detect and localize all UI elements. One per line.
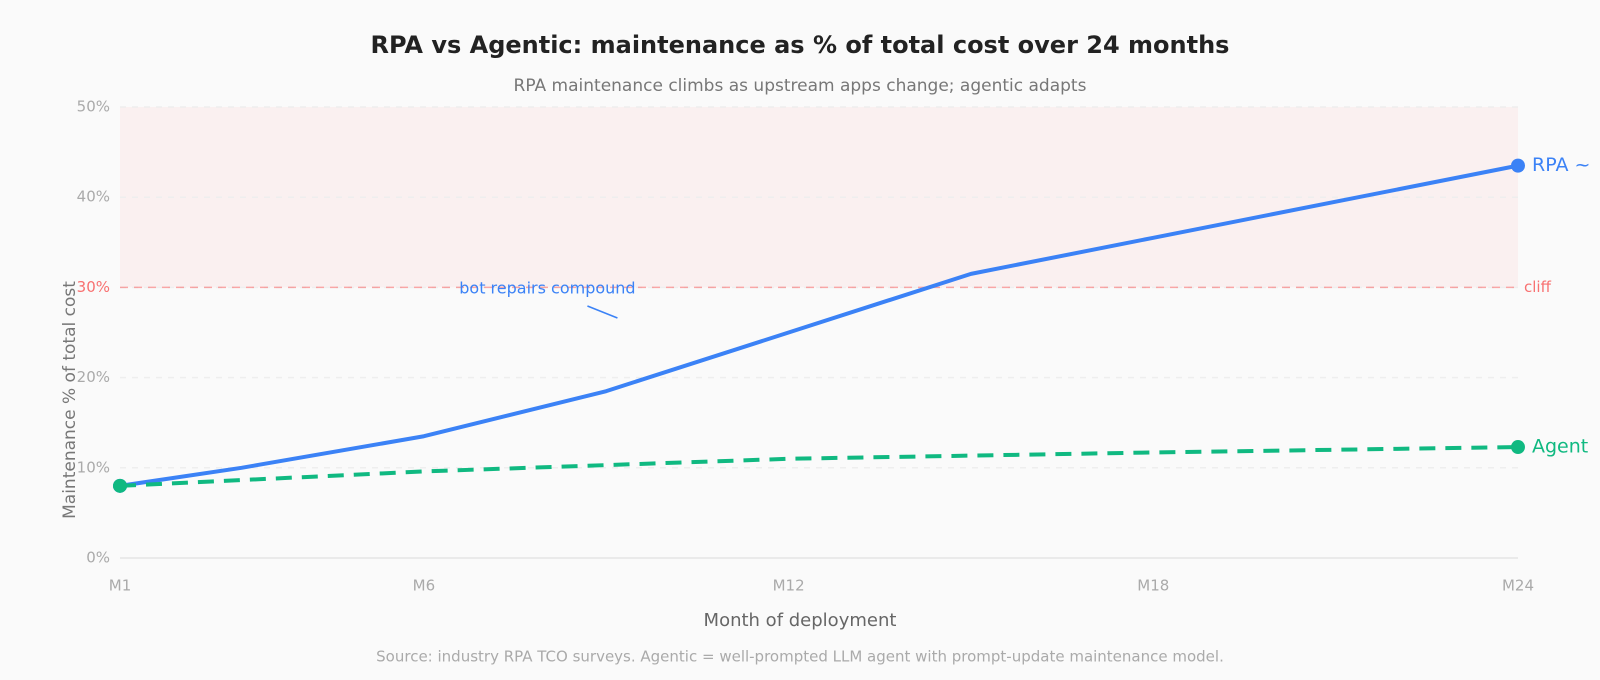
series-label: RPA ~ bbox=[1532, 154, 1590, 176]
series-line bbox=[119, 445, 1519, 488]
y-tick-label: 30% bbox=[77, 278, 110, 296]
x-tick-label: M6 bbox=[413, 577, 436, 595]
y-tick-label: 0% bbox=[86, 549, 110, 567]
x-tick-label: M12 bbox=[773, 577, 805, 595]
end-point bbox=[1511, 440, 1525, 455]
y-tick-label: 20% bbox=[77, 368, 110, 386]
threshold-label: cliff bbox=[1524, 278, 1552, 296]
y-tick-label: 50% bbox=[77, 98, 110, 116]
x-tick-label: M1 bbox=[109, 577, 132, 595]
end-point bbox=[1511, 158, 1525, 173]
series-line bbox=[119, 163, 1519, 488]
y-axis-label: Maintenance % of total cost bbox=[60, 281, 80, 519]
annotation: bot repairs compound bbox=[459, 279, 635, 298]
series-label: Agent bbox=[1532, 436, 1588, 458]
end-point bbox=[113, 478, 127, 493]
x-tick-label: M24 bbox=[1502, 577, 1534, 595]
chart-subtitle: RPA maintenance climbs as upstream apps … bbox=[514, 76, 1087, 96]
source-note: Source: industry RPA TCO surveys. Agenti… bbox=[376, 648, 1224, 666]
chart-title: RPA vs Agentic: maintenance as % of tota… bbox=[371, 31, 1230, 59]
x-axis-label: Month of deployment bbox=[704, 610, 897, 631]
y-tick-label: 40% bbox=[77, 188, 110, 206]
y-tick-label: 10% bbox=[77, 458, 110, 476]
x-tick-label: M18 bbox=[1137, 577, 1169, 595]
annotation-pointer bbox=[587, 305, 618, 319]
